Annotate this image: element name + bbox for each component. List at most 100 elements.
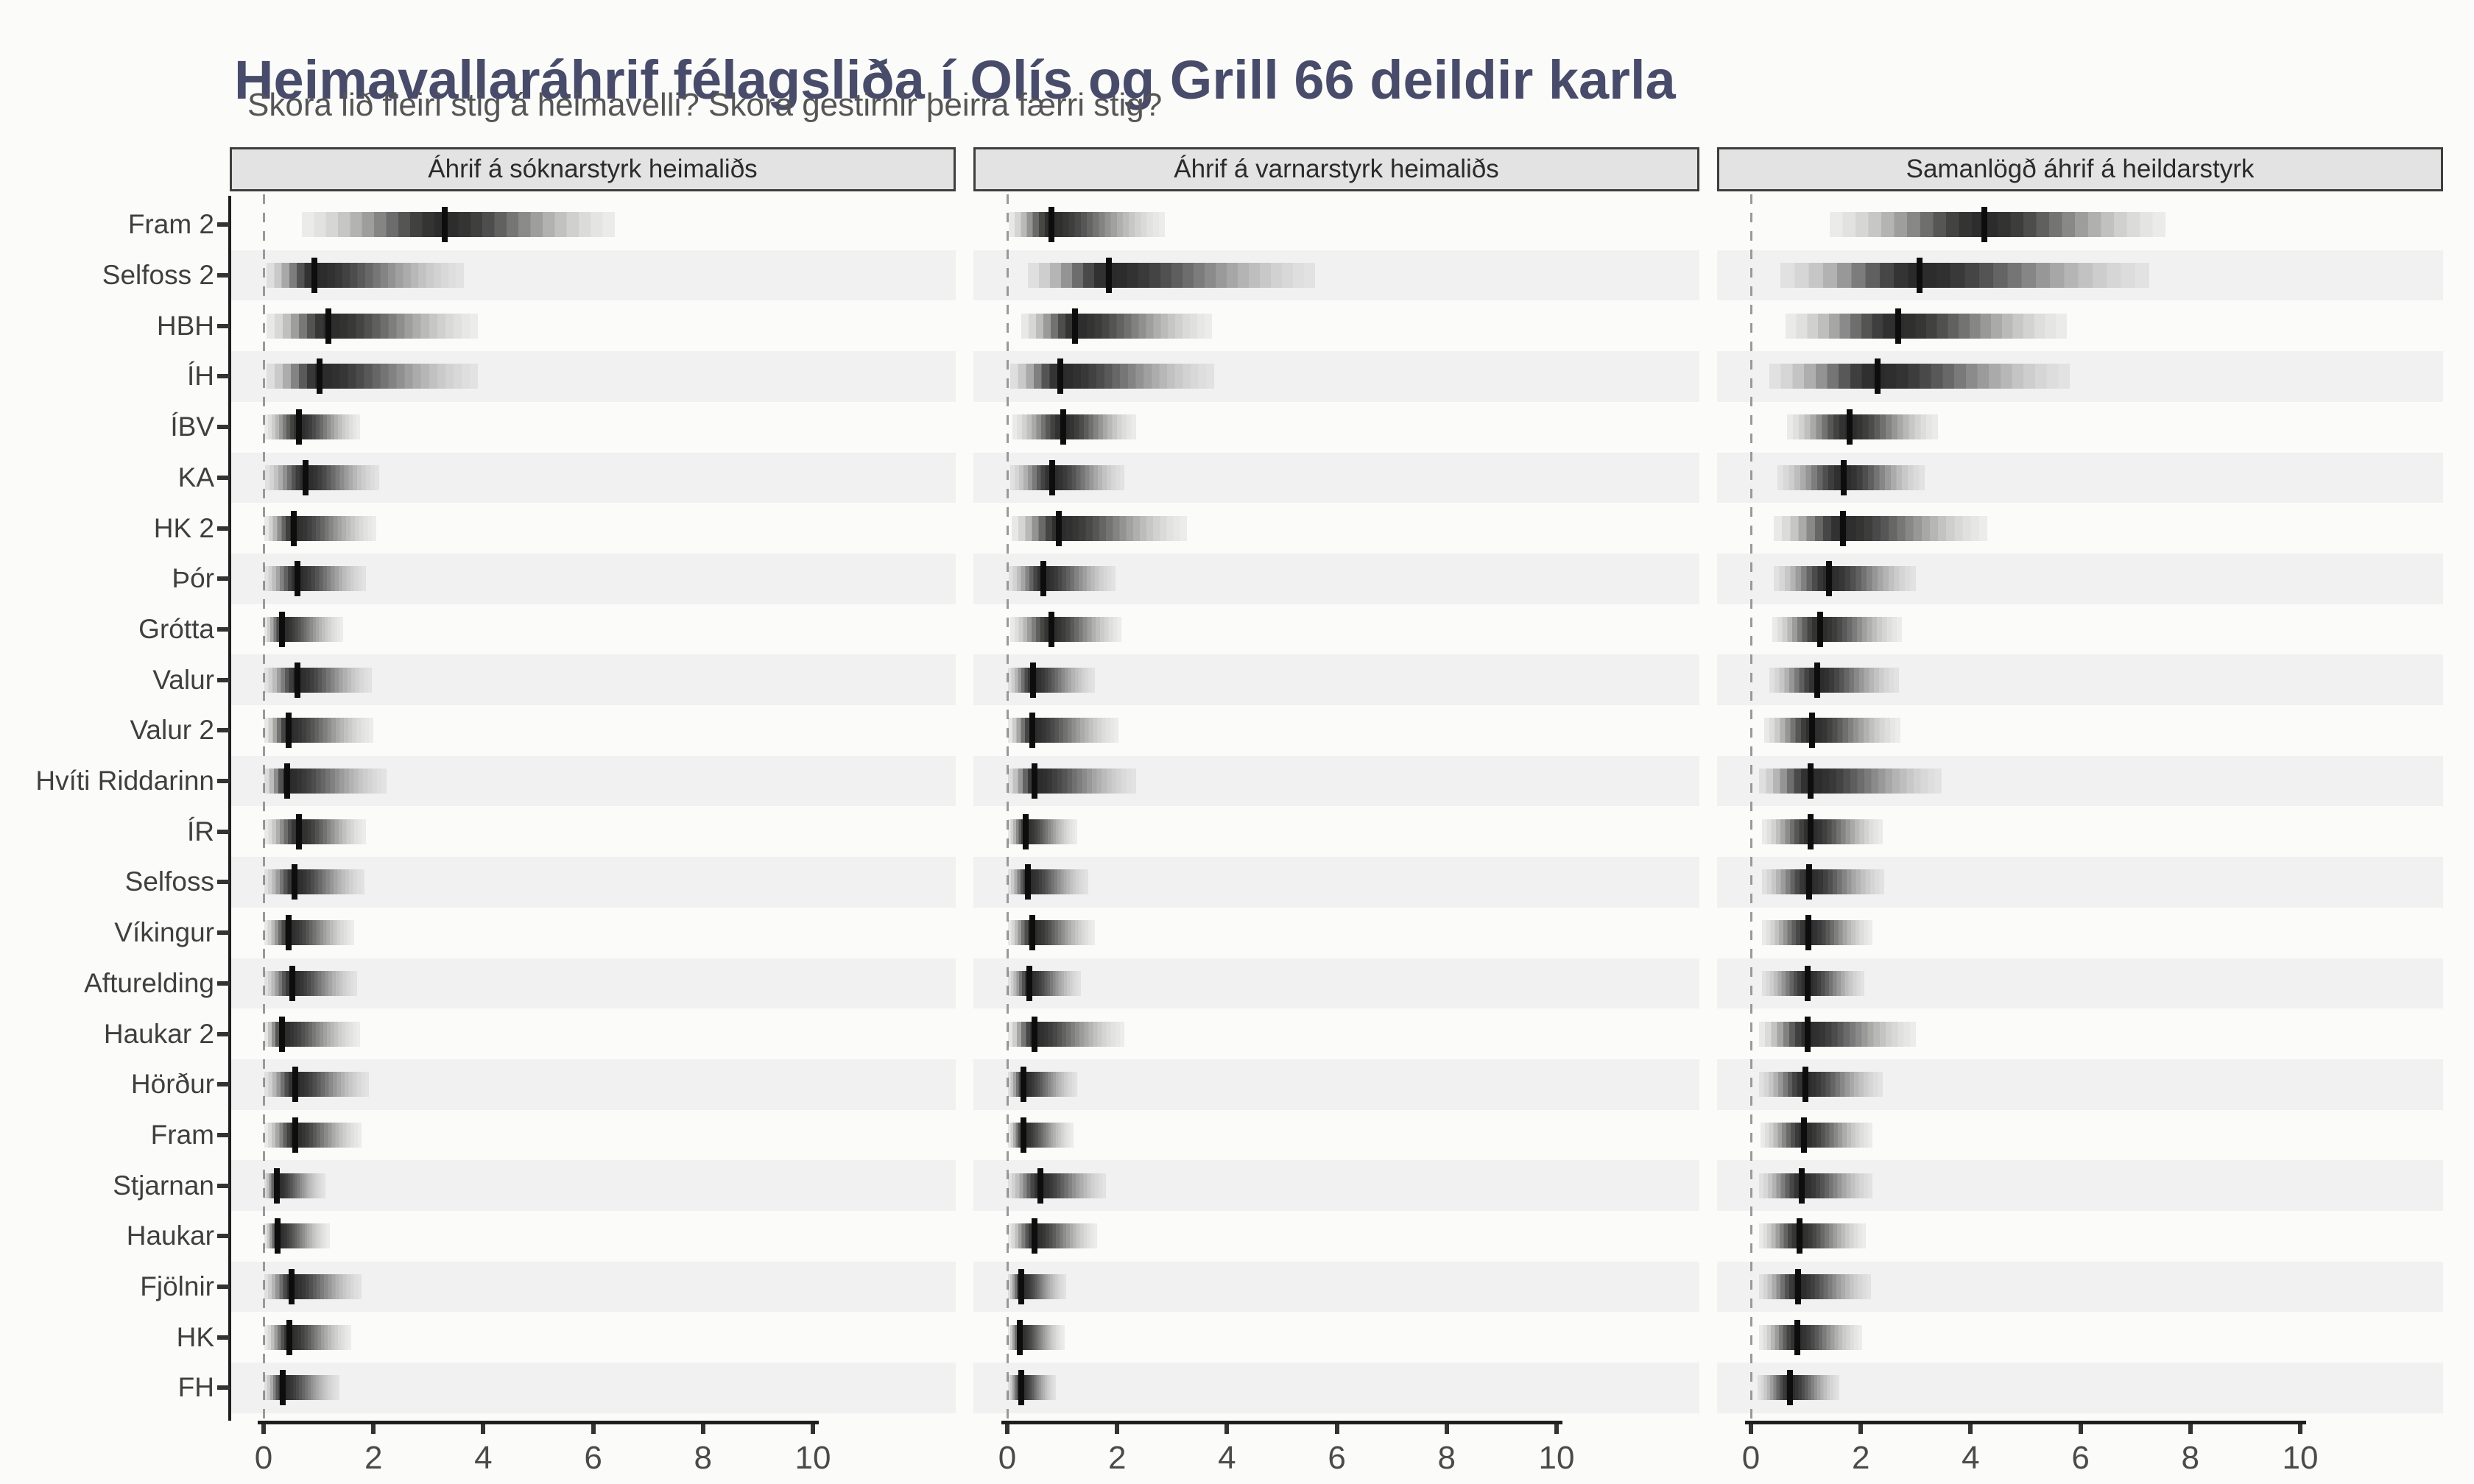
x-tick-mark — [1224, 1424, 1230, 1434]
median-tick — [280, 1370, 286, 1406]
gradient-strip — [1009, 566, 1116, 592]
median-tick — [1056, 510, 1062, 546]
y-axis-label: KA — [177, 462, 214, 492]
median-tick — [279, 1016, 286, 1052]
gradient-strip — [1761, 1122, 1872, 1148]
x-tick-mark — [1005, 1424, 1009, 1434]
median-tick — [1786, 1370, 1793, 1406]
y-tick-mark — [217, 626, 230, 632]
gradient-strip — [1028, 263, 1315, 289]
median-tick — [291, 864, 297, 900]
y-tick-mark — [217, 1031, 230, 1036]
median-tick — [296, 409, 303, 445]
y-tick-mark — [217, 779, 230, 784]
gradient-strip — [1008, 1223, 1097, 1249]
median-tick — [1017, 1319, 1023, 1355]
gradient-strip — [1759, 1324, 1863, 1350]
x-tick-mark — [811, 1424, 815, 1434]
median-tick — [1801, 1117, 1808, 1153]
gradient-strip — [1007, 970, 1081, 996]
y-axis-label: ÍBV — [170, 411, 214, 442]
y-axis-label: Grótta — [138, 613, 214, 644]
median-tick — [1018, 1370, 1024, 1406]
y-tick-mark — [217, 1335, 230, 1340]
median-tick — [1032, 763, 1038, 799]
y-tick-mark — [217, 677, 230, 682]
y-axis-label: Hörður — [130, 1069, 214, 1100]
page-title: Heimavallaráhrif félagsliða í Olís og Gr… — [234, 49, 1676, 110]
median-tick — [311, 258, 317, 294]
gradient-strip — [1769, 364, 2070, 389]
gradient-strip — [264, 970, 357, 996]
median-tick — [275, 1218, 281, 1254]
gradient-strip — [264, 1072, 370, 1098]
x-tick-label: 4 — [1218, 1440, 1236, 1476]
gradient-strip — [264, 1324, 351, 1350]
zero-reference-line — [263, 194, 265, 1421]
median-tick — [284, 763, 291, 799]
x-tick-mark — [261, 1424, 266, 1434]
zero-reference-line — [1007, 194, 1009, 1421]
gradient-strip — [1757, 1375, 1840, 1401]
gradient-strip — [264, 920, 355, 946]
y-tick-mark — [217, 880, 230, 885]
median-tick — [295, 662, 301, 698]
y-tick-mark — [217, 1132, 230, 1137]
y-axis-label: HBH — [156, 310, 214, 341]
y-tick-mark — [217, 829, 230, 834]
gradient-strip — [1772, 616, 1903, 642]
gradient-strip — [1763, 718, 1900, 743]
y-axis-label: Víkingur — [114, 917, 214, 948]
gradient-strip — [1007, 1122, 1074, 1148]
gradient-strip — [264, 566, 366, 592]
y-axis-label: Fram — [150, 1119, 214, 1150]
facet-header-label: Áhrif á sóknarstyrk heimaliðs — [428, 155, 758, 183]
facet-header-label: Samanlögð áhrif á heildarstyrk — [1906, 155, 2255, 183]
y-axis-label: Fjölnir — [140, 1271, 214, 1302]
y-axis-label: Fram 2 — [127, 209, 214, 240]
gradient-strip — [1008, 667, 1096, 693]
median-tick — [1808, 713, 1815, 749]
facet-panel-heildarstyrkur: Samanlögð áhrif á heildarstyrk 0 2 4 6 8 10 — [1717, 0, 2443, 1484]
x-tick-label: 10 — [794, 1440, 831, 1476]
x-tick-label: 8 — [694, 1440, 713, 1476]
y-axis-label: HK — [176, 1321, 214, 1352]
gradient-strip — [266, 364, 478, 389]
gradient-strip — [1759, 1021, 1916, 1047]
gradient-strip — [1785, 313, 2067, 339]
gradient-strip — [1759, 1173, 1872, 1198]
row-stripe — [230, 1160, 956, 1211]
gradient-strip — [1774, 566, 1916, 592]
median-tick — [442, 207, 448, 243]
row-stripe — [973, 958, 1699, 1009]
x-tick-label: 0 — [254, 1440, 273, 1476]
y-tick-mark — [217, 728, 230, 733]
median-tick — [1808, 763, 1814, 799]
gradient-strip — [264, 869, 364, 895]
x-tick-mark — [1554, 1424, 1559, 1434]
gradient-strip — [265, 464, 379, 490]
facet-header: Samanlögð áhrif á heildarstyrk — [1717, 147, 2443, 191]
gradient-strip — [264, 414, 360, 440]
gradient-strip — [1007, 920, 1096, 946]
y-tick-mark — [217, 1385, 230, 1391]
y-tick-mark — [217, 930, 230, 936]
x-tick-label: 6 — [1328, 1440, 1346, 1476]
median-tick — [1048, 611, 1054, 647]
median-tick — [1804, 1016, 1811, 1052]
gradient-strip — [1007, 1375, 1057, 1401]
median-tick — [1018, 1269, 1024, 1305]
page-subtitle: Skora lið fleiri stig á heimavelli? Skor… — [247, 87, 1163, 123]
gradient-strip — [1761, 970, 1864, 996]
gradient-strip — [1009, 364, 1215, 389]
gradient-strip — [264, 667, 372, 693]
x-tick-label: 4 — [1962, 1440, 1980, 1476]
y-axis-label: Hvíti Riddarinn — [35, 766, 214, 796]
median-tick — [317, 358, 323, 395]
gradient-strip — [264, 1223, 331, 1249]
gradient-strip — [1021, 313, 1212, 339]
x-tick-mark — [2188, 1424, 2193, 1434]
median-tick — [1048, 207, 1054, 243]
gradient-strip — [1007, 819, 1078, 844]
